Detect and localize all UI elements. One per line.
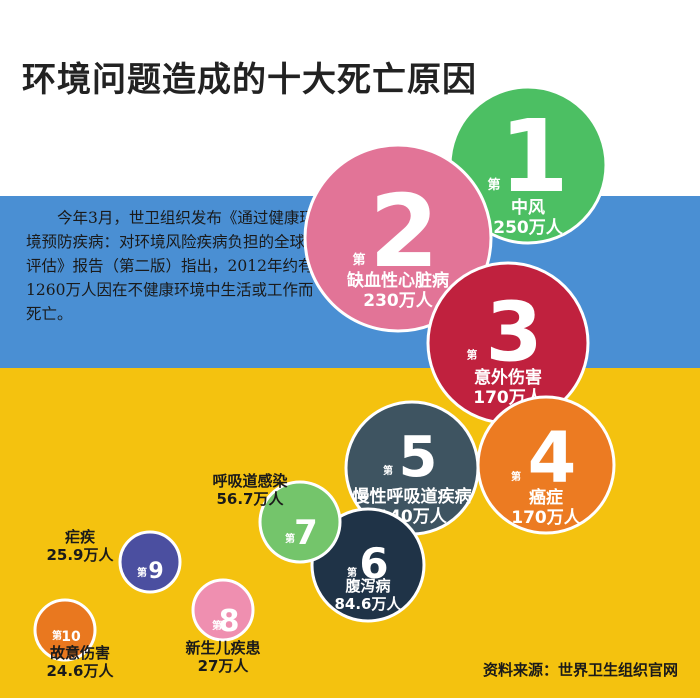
page-title: 环境问题造成的十大死亡原因 <box>22 60 477 100</box>
cause-name: 新生儿疾患 <box>185 639 260 657</box>
rank-number: 3 <box>485 286 542 381</box>
rank-number: 10 <box>61 629 81 645</box>
cause-value: 170万人 <box>511 508 581 528</box>
rank-prefix: 第 <box>352 252 365 268</box>
rank-number: 4 <box>528 417 577 499</box>
rank-prefix: 第 <box>137 566 147 579</box>
rank-prefix: 第 <box>511 470 521 483</box>
rank-prefix: 第 <box>52 629 62 642</box>
cause-name: 故意伤害 <box>50 644 110 662</box>
bubble-circle <box>33 598 97 662</box>
source-note: 资料来源：世界卫生组织官网 <box>482 661 678 679</box>
rank-number: 5 <box>399 425 438 490</box>
cause-value: 24.6万人 <box>46 662 114 680</box>
cause-name: 中风 <box>511 197 545 218</box>
rank-prefix: 第 <box>383 464 393 477</box>
rank-prefix: 第 <box>285 532 295 545</box>
cause-value: 84.6万人 <box>334 595 402 613</box>
rank-number: 7 <box>294 513 318 553</box>
bubble-circle <box>191 578 255 642</box>
rank-prefix: 第 <box>347 566 357 579</box>
intro-text: 今年3月，世卫组织发布《通过健康环境预防疾病：对环境风险疾病负担的全球评估》报告… <box>26 209 315 323</box>
cause-value: 27万人 <box>198 657 250 675</box>
rank-number: 8 <box>219 604 240 639</box>
cause-name: 腹泻病 <box>345 577 390 595</box>
cause-value: 250万人 <box>493 218 563 238</box>
rank-prefix: 第 <box>467 349 478 362</box>
rank-number: 2 <box>369 173 439 290</box>
cause-name: 疟疾 <box>65 528 96 546</box>
cause-name: 意外伤害 <box>474 367 542 388</box>
cause-name: 缺血性心脏病 <box>347 270 449 291</box>
cause-value: 25.9万人 <box>46 546 114 564</box>
cause-value: 230万人 <box>363 291 433 311</box>
bubble-circle <box>310 507 426 623</box>
cause-name: 癌症 <box>529 487 563 508</box>
rank-number: 6 <box>359 539 388 588</box>
cause-name: 慢性呼吸道疾病 <box>353 486 472 507</box>
cause-value: 56.7万人 <box>216 490 284 508</box>
rank-number: 9 <box>148 559 163 584</box>
bubble-circle <box>118 530 182 594</box>
rank-number: 1 <box>499 98 569 215</box>
rank-prefix: 第 <box>487 177 500 193</box>
bubble-circle <box>303 143 493 333</box>
cause-name: 呼吸道感染 <box>212 472 288 490</box>
rank-prefix: 第 <box>212 619 222 632</box>
bubble-circle <box>258 480 342 564</box>
